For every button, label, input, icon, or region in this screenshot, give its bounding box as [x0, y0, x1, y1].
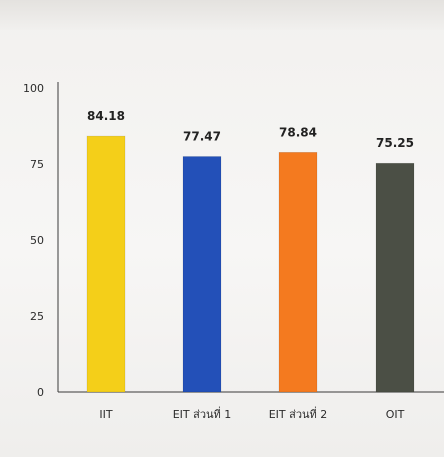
y-tick-label: 25: [30, 310, 44, 323]
bar: [86, 135, 126, 393]
y-tick-label: 100: [23, 82, 44, 95]
bars: [86, 135, 415, 393]
category-label: EIT ส่วนที่ 2: [269, 406, 328, 421]
category-label: OIT: [386, 408, 405, 421]
data-label: 78.84: [279, 125, 317, 139]
top-band: [0, 0, 444, 30]
category-labels: IIT EIT ส่วนที่ 1 EIT ส่วนที่ 2 OIT: [99, 406, 404, 421]
bar: [278, 152, 318, 393]
category-label: EIT ส่วนที่ 1: [173, 406, 232, 421]
data-label: 84.18: [87, 109, 125, 123]
bar: [182, 156, 222, 393]
y-tick-label: 0: [37, 386, 44, 399]
bar: [375, 162, 415, 393]
data-labels: 84.18 77.47 78.84 75.25: [87, 109, 414, 150]
data-label: 75.25: [376, 136, 414, 150]
y-tick-labels: 0 25 50 75 100: [23, 82, 44, 399]
y-tick-label: 50: [30, 234, 44, 247]
data-label: 77.47: [183, 129, 221, 143]
y-tick-label: 75: [30, 158, 44, 171]
category-label: IIT: [99, 408, 112, 421]
